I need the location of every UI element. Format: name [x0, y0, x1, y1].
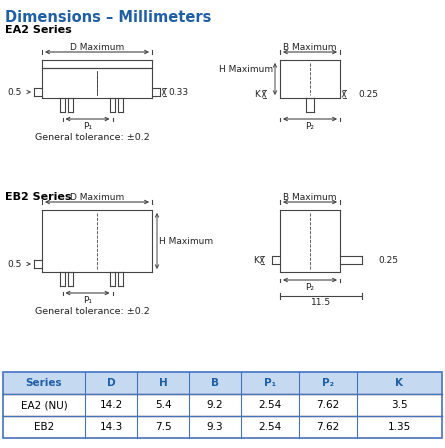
Text: General tolerance: ±0.2: General tolerance: ±0.2	[35, 306, 150, 315]
Text: EA2 (NU): EA2 (NU)	[20, 400, 67, 410]
Text: D Maximum: D Maximum	[70, 193, 124, 202]
Text: 3.5: 3.5	[391, 400, 408, 410]
Text: 5.4: 5.4	[155, 400, 171, 410]
Text: 2.54: 2.54	[259, 422, 282, 432]
Text: Dimensions – Millimeters: Dimensions – Millimeters	[5, 10, 211, 25]
Text: P₂: P₂	[306, 283, 315, 292]
Text: D: D	[107, 378, 115, 388]
Text: K: K	[254, 90, 260, 99]
Text: EA2 Series: EA2 Series	[5, 25, 72, 35]
Text: P₁: P₁	[83, 121, 92, 130]
Text: B Maximum: B Maximum	[283, 193, 337, 202]
Text: 7.5: 7.5	[155, 422, 171, 432]
Text: P₁: P₁	[83, 296, 92, 305]
Text: 7.62: 7.62	[316, 422, 340, 432]
Text: 14.3: 14.3	[99, 422, 123, 432]
Text: 14.2: 14.2	[99, 400, 123, 410]
Text: General tolerance: ±0.2: General tolerance: ±0.2	[35, 133, 150, 142]
Text: K: K	[253, 255, 259, 264]
Text: D Maximum: D Maximum	[70, 43, 124, 52]
Text: 2.54: 2.54	[259, 400, 282, 410]
Text: 9.3: 9.3	[206, 422, 223, 432]
Text: H Maximum: H Maximum	[219, 65, 273, 74]
Text: H Maximum: H Maximum	[159, 237, 213, 246]
Text: 0.25: 0.25	[378, 255, 398, 264]
Text: 11.5: 11.5	[311, 297, 331, 306]
Text: Series: Series	[26, 378, 62, 388]
Text: 0.5: 0.5	[8, 259, 22, 268]
Text: EB2: EB2	[34, 422, 54, 432]
Text: 1.35: 1.35	[388, 422, 411, 432]
Text: 7.62: 7.62	[316, 400, 340, 410]
Text: P₁: P₁	[264, 378, 276, 388]
Text: H: H	[158, 378, 167, 388]
Text: B: B	[211, 378, 219, 388]
Text: 0.33: 0.33	[168, 87, 188, 96]
Bar	[3, 372, 442, 394]
Text: 0.5: 0.5	[8, 87, 22, 96]
Text: P₂: P₂	[322, 378, 334, 388]
Text: B Maximum: B Maximum	[283, 43, 337, 52]
Bar	[3, 372, 442, 438]
Text: EB2 Series: EB2 Series	[5, 192, 72, 202]
Text: P₂: P₂	[306, 121, 315, 130]
Text: K: K	[396, 378, 404, 388]
Text: 0.25: 0.25	[358, 90, 378, 99]
Text: 9.2: 9.2	[206, 400, 223, 410]
